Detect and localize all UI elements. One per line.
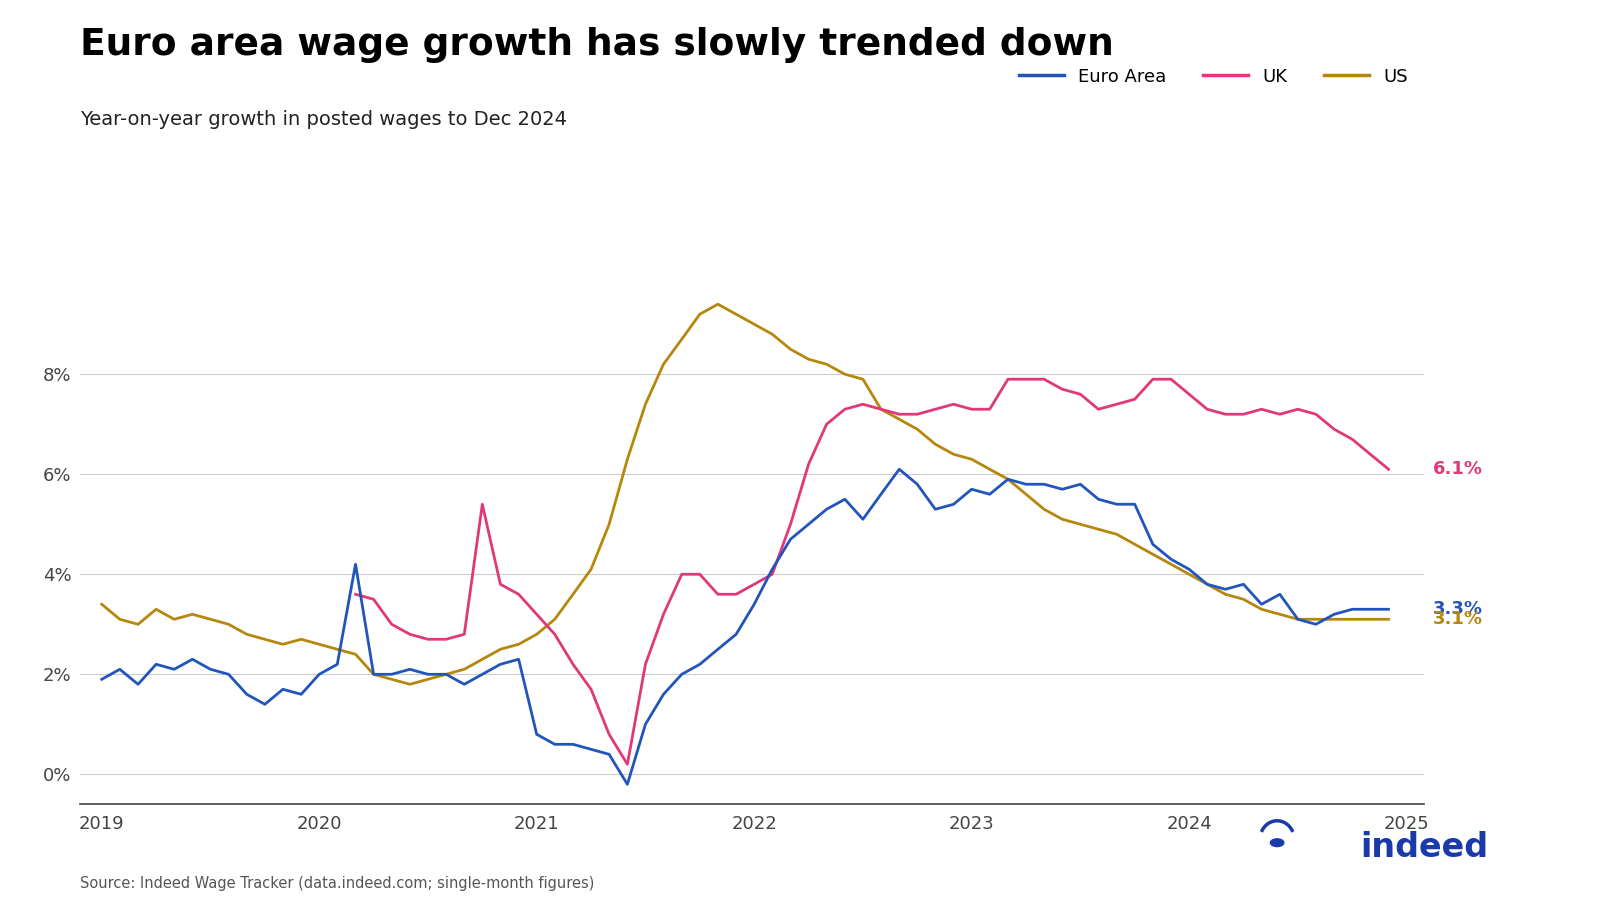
Text: 6.1%: 6.1%: [1432, 461, 1483, 478]
Legend: Euro Area, UK, US: Euro Area, UK, US: [1011, 60, 1414, 93]
Text: 3.1%: 3.1%: [1432, 611, 1483, 628]
Text: 3.3%: 3.3%: [1432, 600, 1483, 618]
Text: Year-on-year growth in posted wages to Dec 2024: Year-on-year growth in posted wages to D…: [80, 110, 566, 129]
Text: Source: Indeed Wage Tracker (data.indeed.com; single-month figures): Source: Indeed Wage Tracker (data.indeed…: [80, 877, 594, 891]
Text: Euro area wage growth has slowly trended down: Euro area wage growth has slowly trended…: [80, 27, 1114, 63]
Text: indeed: indeed: [1360, 831, 1488, 864]
Circle shape: [1270, 839, 1283, 846]
